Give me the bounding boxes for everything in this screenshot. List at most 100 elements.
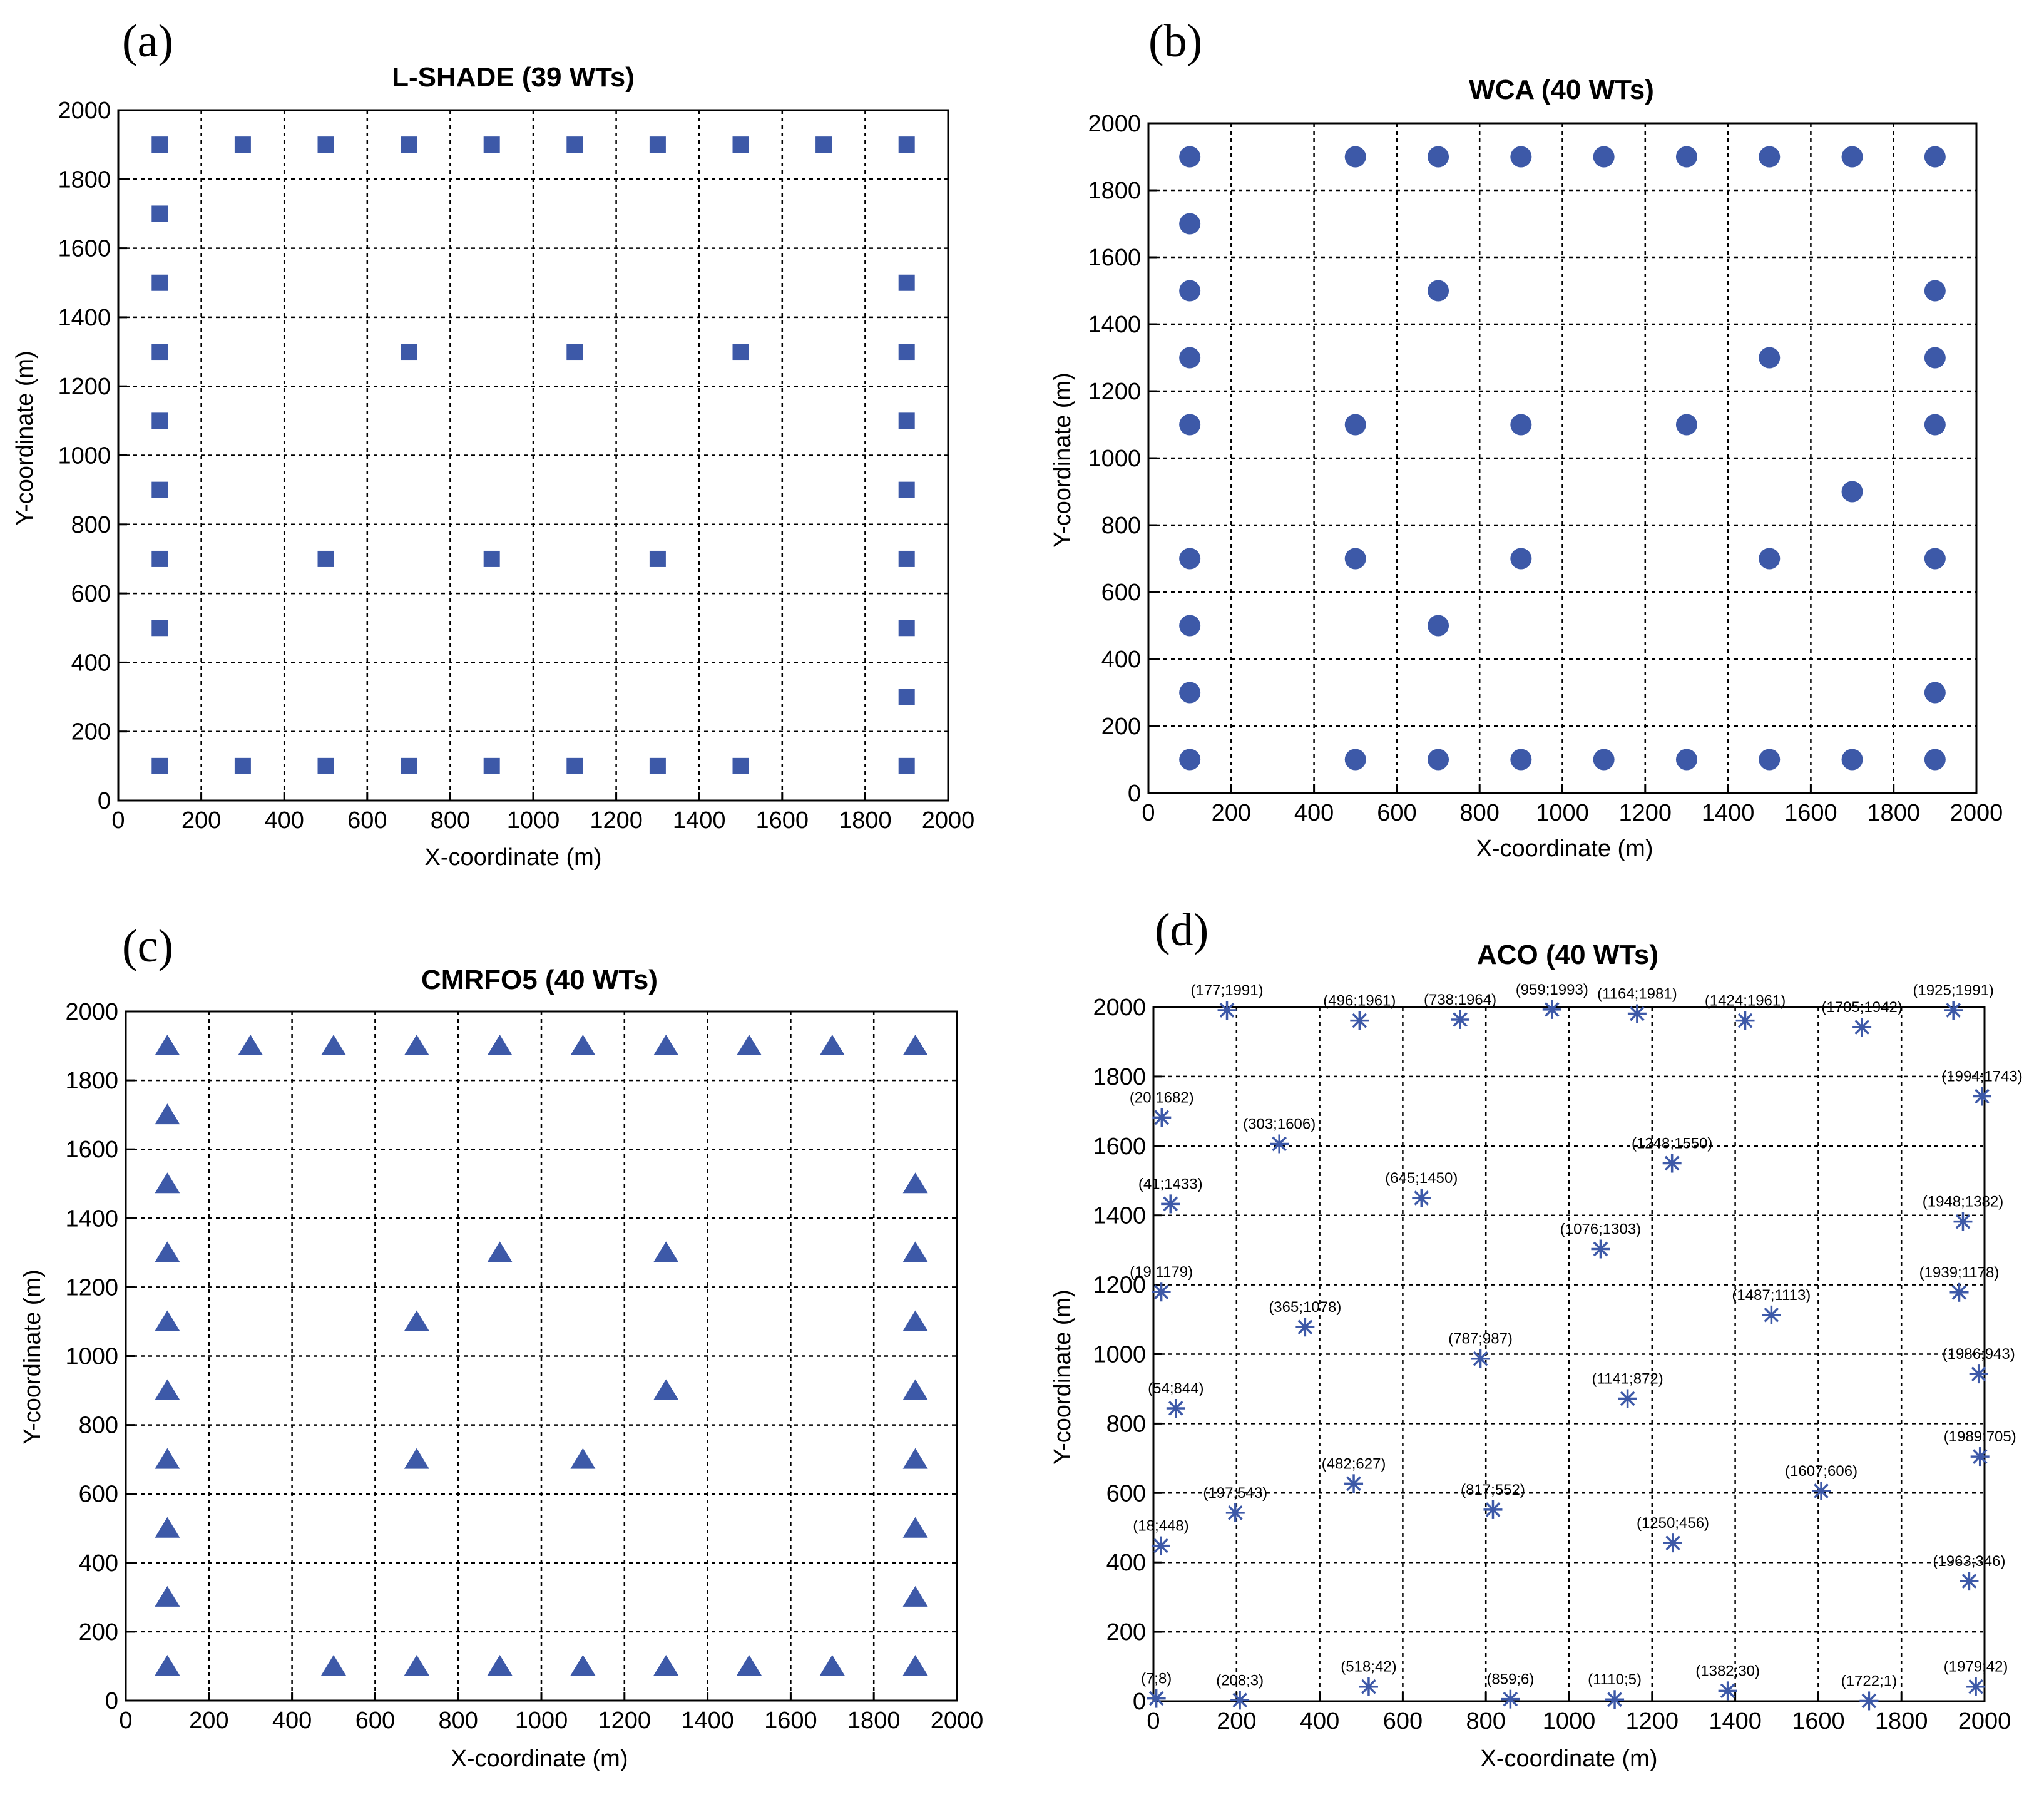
turbine-marker — [653, 1035, 679, 1056]
y-axis-label: Y-coordinate (m) — [12, 351, 38, 526]
turbine-marker — [1510, 548, 1532, 570]
asterisk-stroke — [1227, 1505, 1243, 1520]
y-tick-label: 1600 — [1093, 1134, 1146, 1160]
turbine-marker — [1675, 414, 1697, 436]
turbine-marker — [238, 1035, 263, 1056]
turbine-marker — [902, 1448, 928, 1469]
turbine-marker — [566, 136, 583, 153]
turbine-marker — [1944, 1000, 1963, 1020]
turbine-marker — [1859, 1691, 1879, 1711]
turbine-marker — [1179, 682, 1201, 704]
x-tick-label: 1200 — [1626, 1708, 1679, 1734]
turbine-marker — [151, 274, 168, 291]
asterisk-stroke — [1975, 1088, 1990, 1104]
data-points — [151, 136, 915, 774]
y-tick-label: 0 — [105, 1688, 118, 1714]
point-coordinate-label: (1250;456) — [1637, 1515, 1709, 1532]
asterisk-stroke — [1297, 1319, 1313, 1335]
chart-title: CMRFO5 (40 WTs) — [421, 965, 658, 995]
turbine-marker — [902, 1585, 928, 1607]
y-tick-label: 600 — [79, 1482, 118, 1508]
turbine-marker — [1179, 615, 1201, 637]
turbine-marker — [487, 1654, 513, 1676]
turbine-marker — [1350, 1011, 1369, 1030]
x-tick-label: 0 — [119, 1707, 132, 1734]
x-tick-label: 1600 — [1792, 1708, 1845, 1734]
turbine-marker — [737, 1654, 762, 1676]
point-coordinate-label: (1110;5) — [1588, 1671, 1642, 1688]
turbine-marker — [1675, 749, 1697, 771]
asterisk-stroke — [1593, 1241, 1608, 1257]
turbine-marker — [1593, 749, 1615, 771]
y-tick-label: 800 — [1106, 1411, 1146, 1437]
turbine-marker — [1924, 749, 1946, 771]
y-tick-label: 800 — [71, 512, 111, 538]
asterisk-stroke — [1272, 1136, 1287, 1152]
turbine-marker — [1428, 615, 1449, 637]
x-tick-label: 400 — [1300, 1708, 1339, 1734]
x-tick-label: 200 — [189, 1707, 228, 1734]
x-tick-label: 0 — [1142, 800, 1155, 826]
turbine-marker — [1593, 146, 1615, 168]
point-coordinate-label: (1925;1991) — [1913, 982, 1993, 999]
point-coordinate-label: (1979;42) — [1944, 1659, 2008, 1676]
x-tick-label: 600 — [1377, 800, 1416, 826]
y-tick-label: 400 — [71, 650, 111, 676]
asterisk-stroke — [1346, 1476, 1361, 1492]
asterisk-stroke — [1854, 1020, 1869, 1035]
turbine-marker — [151, 757, 168, 774]
y-tick-label: 1200 — [65, 1274, 118, 1301]
turbine-marker — [151, 550, 168, 567]
y-tick-label: 1000 — [58, 443, 111, 469]
y-tick-label: 1000 — [1088, 446, 1141, 472]
point-coordinate-label: (1939;1178) — [1919, 1264, 2000, 1281]
turbine-marker — [155, 1035, 180, 1056]
turbine-marker — [155, 1241, 180, 1262]
turbine-marker — [1344, 1474, 1364, 1493]
y-tick-label: 1600 — [65, 1137, 118, 1163]
x-tick-label: 1400 — [681, 1707, 734, 1734]
turbine-marker — [1344, 146, 1366, 168]
asterisk-stroke — [1163, 1196, 1178, 1212]
panel-letter: (a) — [122, 16, 173, 67]
turbine-marker — [898, 550, 915, 567]
turbine-marker — [819, 1654, 845, 1676]
y-tick-label: 400 — [1101, 647, 1141, 673]
turbine-marker — [1151, 1536, 1170, 1555]
point-coordinate-label: (197;543) — [1203, 1485, 1267, 1502]
turbine-marker — [1225, 1503, 1245, 1522]
x-tick-label: 2000 — [931, 1707, 984, 1734]
y-tick-label: 800 — [1101, 513, 1141, 539]
turbine-marker — [321, 1035, 346, 1056]
turbine-marker — [1949, 1282, 1969, 1302]
turbine-marker — [155, 1448, 180, 1469]
turbine-marker — [732, 136, 749, 153]
asterisk-stroke — [1453, 1012, 1468, 1027]
turbine-marker — [404, 1310, 429, 1331]
turbine-marker — [155, 1654, 180, 1676]
data-points — [1179, 146, 1946, 771]
chart-title: ACO (40 WTs) — [1477, 939, 1658, 970]
x-tick-label: 1400 — [1709, 1708, 1762, 1734]
turbine-marker — [653, 1241, 679, 1262]
turbine-marker — [317, 757, 334, 774]
turbine-marker — [1924, 280, 1946, 302]
x-axis-label: X-coordinate (m) — [451, 1746, 628, 1772]
turbine-marker — [1627, 1004, 1647, 1023]
y-tick-label: 1200 — [1093, 1272, 1146, 1299]
turbine-marker — [570, 1035, 596, 1056]
turbine-marker — [566, 757, 583, 774]
grid-lines — [118, 110, 948, 801]
point-coordinate-label: (482;627) — [1322, 1455, 1386, 1472]
turbine-marker — [898, 689, 915, 705]
point-coordinate-label: (859;6) — [1486, 1671, 1534, 1688]
turbine-marker — [902, 1172, 928, 1194]
chart-title: L-SHADE (39 WTs) — [392, 62, 635, 93]
asterisk-stroke — [1544, 1002, 1560, 1017]
turbine-marker — [898, 412, 915, 429]
turbine-marker — [151, 412, 168, 429]
point-coordinate-label: (1989;705) — [1944, 1428, 2016, 1445]
asterisk-stroke — [1664, 1155, 1680, 1171]
turbine-marker — [1591, 1239, 1610, 1259]
turbine-marker — [487, 1241, 513, 1262]
